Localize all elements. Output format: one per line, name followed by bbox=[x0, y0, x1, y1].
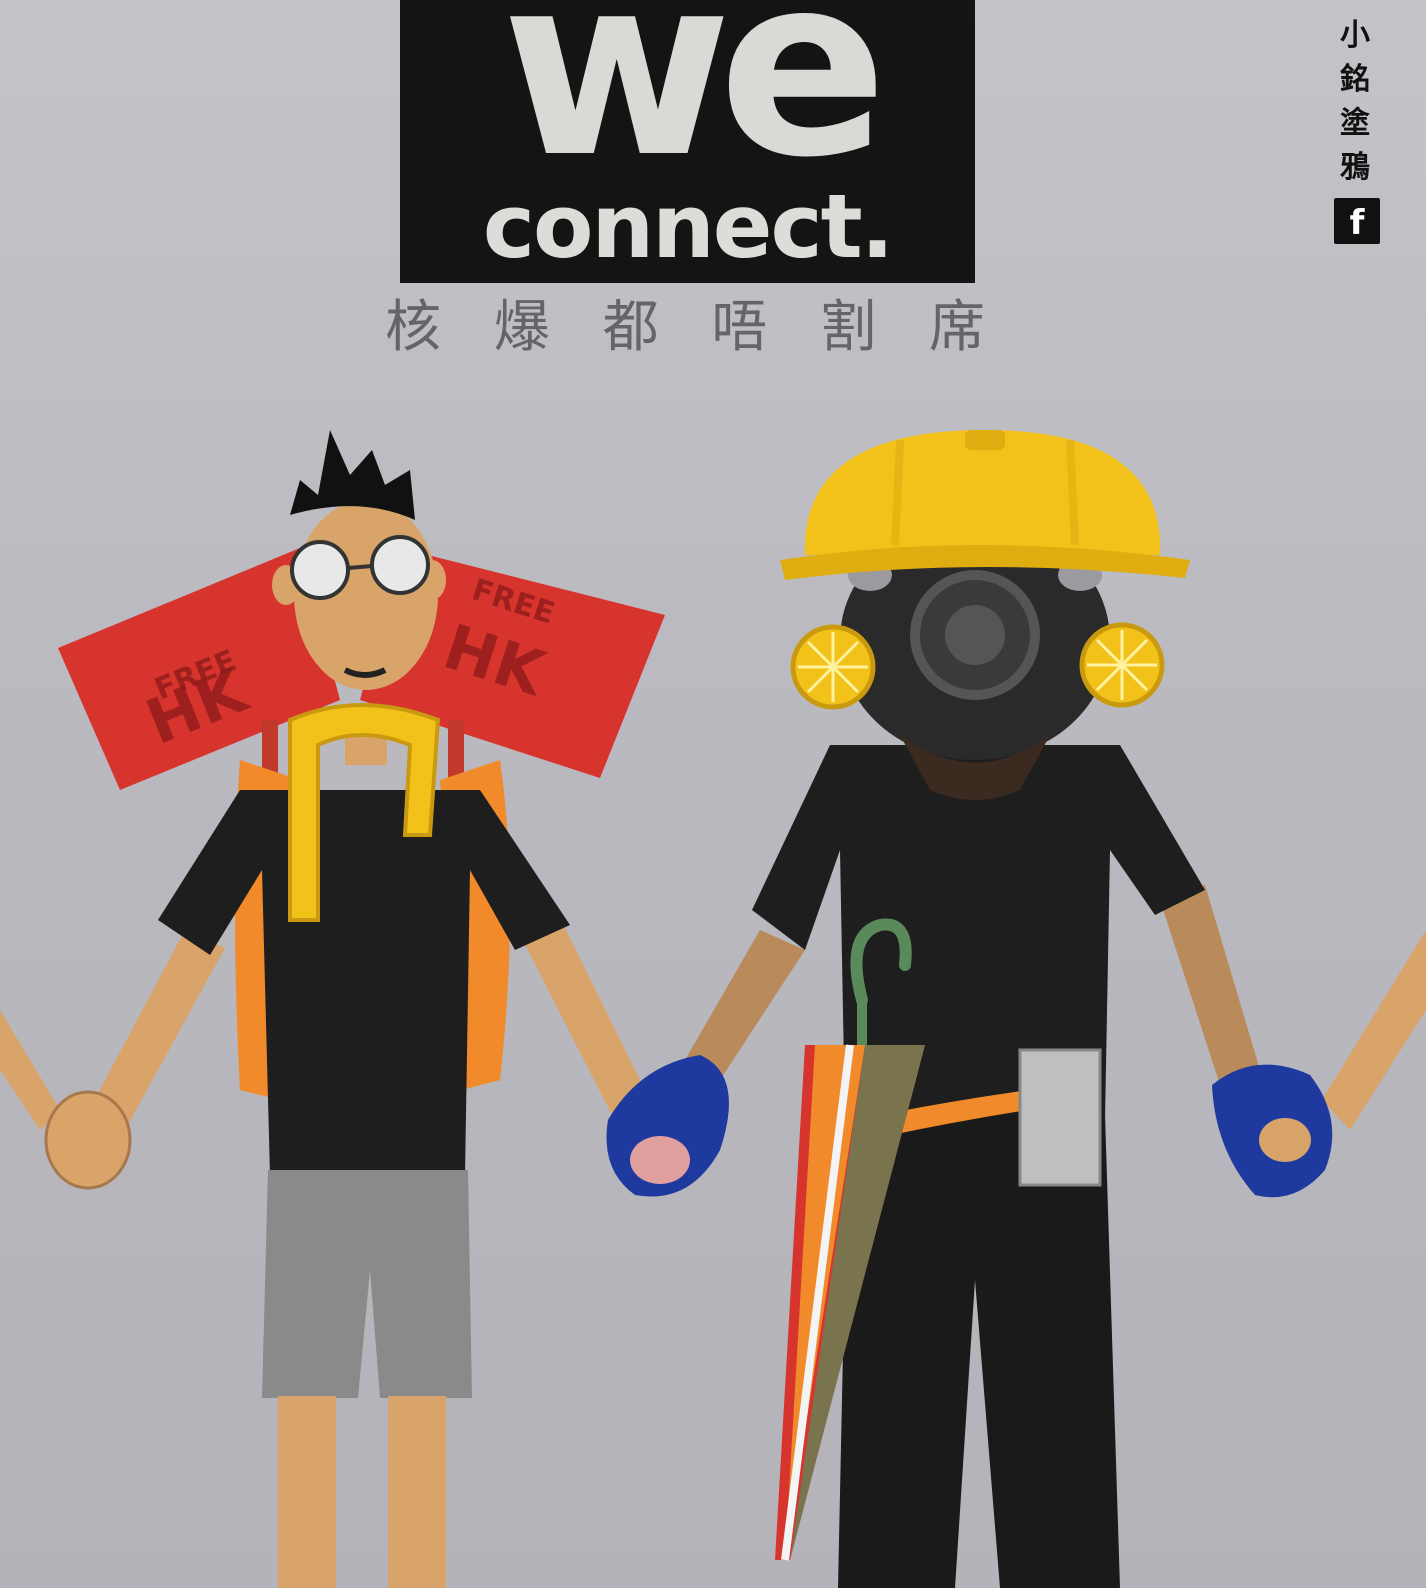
yellow-towel bbox=[288, 703, 441, 922]
glasses-right-lens bbox=[370, 535, 430, 595]
black-tshirt bbox=[158, 790, 570, 1175]
credit-char: 鴉 bbox=[1340, 150, 1370, 185]
spiky-hair bbox=[290, 430, 415, 520]
right-arm bbox=[520, 918, 650, 1115]
umbrella bbox=[775, 918, 925, 1561]
yellow-helmet bbox=[780, 430, 1190, 580]
artist-credit: 小 銘 塗 鴉 bbox=[1335, 14, 1375, 190]
subtitle-char: 都 bbox=[602, 295, 659, 360]
credit-char: 銘 bbox=[1340, 62, 1370, 97]
right-figure bbox=[606, 430, 1426, 1588]
clasped-hands-left bbox=[44, 1090, 132, 1190]
mask-filter-right bbox=[1079, 622, 1165, 708]
logo-word-connect: connect. bbox=[482, 175, 894, 278]
facebook-icon: f bbox=[1334, 198, 1380, 244]
logo-word-we: we bbox=[501, 0, 888, 212]
credit-char: 小 bbox=[1340, 18, 1370, 53]
subtitle-char: 席 bbox=[928, 295, 985, 360]
free-hk-sign-left: FREE HK bbox=[58, 548, 340, 790]
black-pants bbox=[838, 1115, 1120, 1588]
subtitle-slogan: 核 爆 都 唔 割 席 bbox=[385, 300, 985, 356]
credit-char: 塗 bbox=[1340, 106, 1370, 141]
grey-shorts bbox=[262, 1170, 472, 1398]
partner-arm-left bbox=[0, 1010, 60, 1130]
mask-filter-left bbox=[790, 624, 876, 710]
left-arm-masked bbox=[685, 930, 805, 1080]
we-connect-logo: we connect. bbox=[400, 0, 975, 283]
left-figure: FREE HK FREE HK bbox=[0, 430, 665, 1588]
subtitle-char: 爆 bbox=[493, 295, 550, 360]
left-arm bbox=[88, 930, 225, 1130]
partner-arm-right bbox=[1322, 930, 1426, 1130]
right-arm-masked bbox=[1160, 885, 1260, 1085]
subtitle-char: 核 bbox=[385, 295, 441, 360]
subtitle-char: 唔 bbox=[711, 295, 768, 360]
subtitle-char: 割 bbox=[820, 295, 877, 360]
glasses-left-lens bbox=[290, 540, 350, 600]
tool-pouch bbox=[1018, 1048, 1102, 1187]
